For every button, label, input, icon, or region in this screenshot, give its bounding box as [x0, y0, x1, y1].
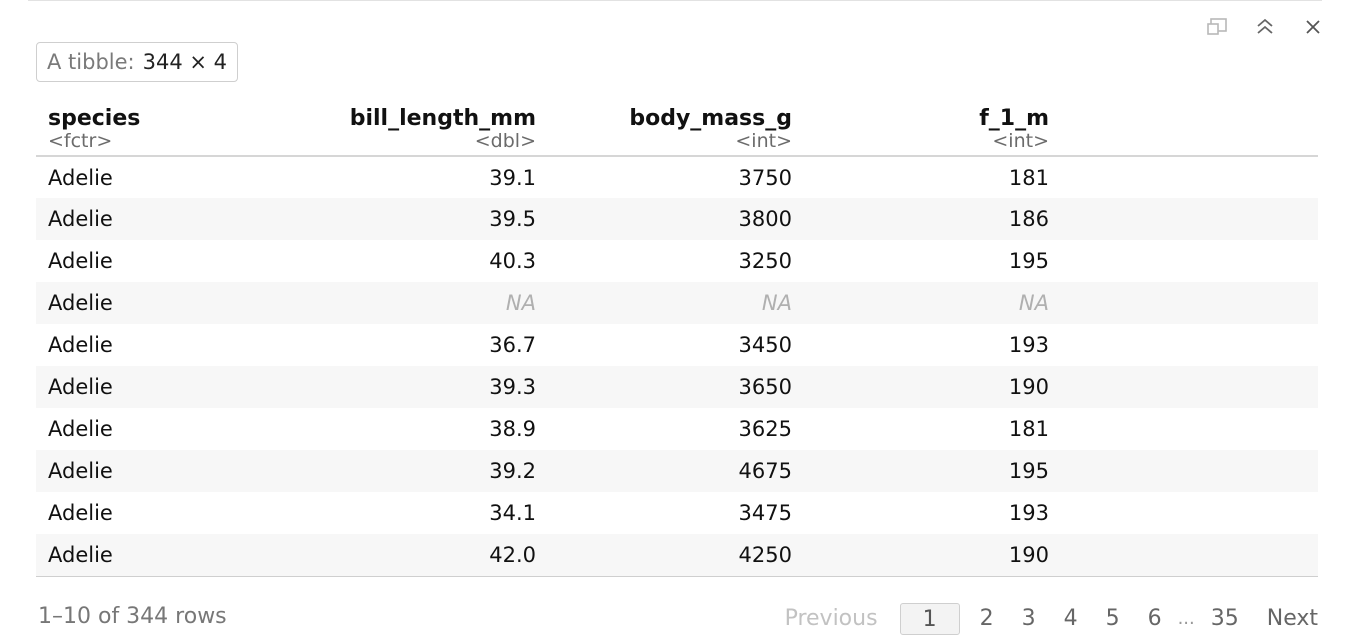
cell-f-1-m: 195 [1008, 249, 1049, 273]
cell-bill-length-mm: 40.3 [489, 249, 536, 273]
cell-species: Adelie [48, 207, 113, 231]
cell-body-mass-g: 3750 [738, 165, 792, 190]
cell-f-1-m-na: NA [1018, 291, 1049, 315]
header-filler [1049, 104, 1318, 157]
badge-dimensions: 344 × 4 [142, 50, 227, 74]
page-button-35[interactable]: 35 [1210, 606, 1239, 631]
row-filler [1049, 408, 1318, 450]
table-row: Adelie 39.5 3800 186 [36, 198, 1318, 240]
cell-species: Adelie [48, 501, 113, 525]
cell-bill-length-mm: 34.1 [489, 501, 536, 525]
cell-f-1-m: 190 [792, 534, 1049, 577]
cell-species: Adelie [48, 333, 113, 357]
column-type: <int> [992, 130, 1049, 152]
cell-bill-length-mm: 39.2 [489, 459, 536, 483]
cell-species: Adelie [48, 417, 113, 441]
page-button-1[interactable]: 1 [899, 603, 960, 635]
table-row: Adelie 40.3 3250 195 [36, 240, 1318, 282]
page-button-5[interactable]: 5 [1105, 606, 1120, 631]
table-row: Adelie NA NA NA [36, 282, 1318, 324]
row-filler [1049, 198, 1318, 240]
cell-species: Adelie [48, 375, 113, 399]
row-filler [1049, 324, 1318, 366]
table-row: Adelie 42.0 4250 190 [36, 534, 1318, 577]
row-count-label: 1–10 of 344 rows [38, 604, 227, 629]
column-header-f-1-m[interactable]: f_1_m <int> [792, 104, 1049, 157]
pagination: Previous 1 2 3 4 5 6 ... 35 Next [769, 603, 1318, 635]
cell-species: Adelie [48, 291, 113, 315]
row-filler [1049, 156, 1318, 198]
cell-body-mass-g: 4250 [536, 534, 792, 577]
output-toolbar [1204, 14, 1326, 40]
cell-body-mass-g: 3625 [738, 417, 792, 441]
cell-bill-length-mm: 39.5 [489, 207, 536, 231]
column-header-species[interactable]: species <fctr> [36, 104, 286, 157]
column-header-bill-length-mm[interactable]: bill_length_mm <dbl> [286, 104, 536, 157]
badge-label: A tibble: [47, 50, 135, 74]
popout-icon[interactable] [1204, 14, 1230, 40]
column-name: f_1_m [979, 106, 1049, 131]
column-name: bill_length_mm [349, 106, 536, 131]
tibble-summary-badge: A tibble: 344 × 4 [36, 42, 238, 82]
column-name: species [48, 106, 141, 131]
page-button-6[interactable]: 6 [1147, 606, 1162, 631]
table-row: Adelie 34.1 3475 193 [36, 492, 1318, 534]
cell-body-mass-g: 3475 [738, 501, 792, 525]
table-row: Adelie 39.1 3750 181 [36, 156, 1318, 198]
cell-bill-length-mm: 42.0 [286, 534, 536, 577]
row-filler [1049, 366, 1318, 408]
page-button-3[interactable]: 3 [1021, 606, 1036, 631]
cell-bill-length-mm: 38.9 [489, 417, 536, 441]
cell-f-1-m: 193 [1008, 333, 1049, 357]
page-button-2[interactable]: 2 [979, 606, 994, 631]
cell-body-mass-g-na: NA [761, 291, 792, 315]
header-row: species <fctr> bill_length_mm <dbl> body… [36, 104, 1318, 157]
cell-f-1-m: 181 [1008, 165, 1049, 190]
cell-body-mass-g: 3450 [738, 333, 792, 357]
cell-bill-length-mm-na: NA [505, 291, 536, 315]
column-name: body_mass_g [629, 106, 792, 131]
cell-species: Adelie [36, 534, 286, 577]
cell-species: Adelie [48, 249, 113, 273]
cell-bill-length-mm: 36.7 [489, 333, 536, 357]
page-button-4[interactable]: 4 [1063, 606, 1078, 631]
cell-f-1-m: 181 [1008, 417, 1049, 441]
cell-body-mass-g: 3250 [738, 249, 792, 273]
row-filler [1049, 492, 1318, 534]
column-type: <fctr> [48, 130, 113, 152]
column-type: <dbl> [474, 130, 536, 152]
page-ellipsis: ... [1177, 608, 1195, 629]
next-page-button[interactable]: Next [1266, 606, 1318, 631]
cell-body-mass-g: 3650 [738, 375, 792, 399]
cell-body-mass-g: 4675 [738, 459, 792, 483]
collapse-icon[interactable] [1252, 14, 1278, 40]
table-row: Adelie 39.3 3650 190 [36, 366, 1318, 408]
data-table: species <fctr> bill_length_mm <dbl> body… [36, 104, 1318, 577]
table-row: Adelie 36.7 3450 193 [36, 324, 1318, 366]
top-divider [28, 0, 1322, 1]
row-filler [1049, 534, 1318, 577]
cell-f-1-m: 193 [1008, 501, 1049, 525]
column-header-body-mass-g[interactable]: body_mass_g <int> [536, 104, 792, 157]
previous-page-button[interactable]: Previous [784, 606, 878, 631]
column-type: <int> [735, 130, 792, 152]
table-row: Adelie 38.9 3625 181 [36, 408, 1318, 450]
cell-bill-length-mm: 39.1 [489, 165, 536, 190]
row-filler [1049, 282, 1318, 324]
close-icon[interactable] [1300, 14, 1326, 40]
cell-f-1-m: 186 [1008, 207, 1049, 231]
row-filler [1049, 240, 1318, 282]
cell-body-mass-g: 3800 [738, 207, 792, 231]
row-filler [1049, 450, 1318, 492]
cell-f-1-m: 190 [1008, 375, 1049, 399]
cell-bill-length-mm: 39.3 [489, 375, 536, 399]
cell-f-1-m: 195 [1008, 459, 1049, 483]
table-row: Adelie 39.2 4675 195 [36, 450, 1318, 492]
cell-species: Adelie [48, 165, 113, 190]
cell-species: Adelie [48, 459, 113, 483]
